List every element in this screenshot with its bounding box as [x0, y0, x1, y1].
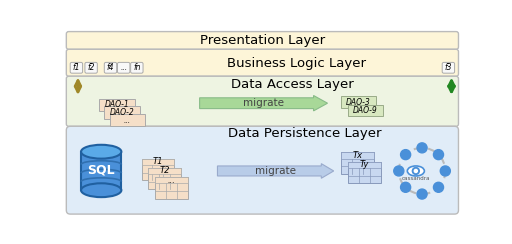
- Text: T2: T2: [160, 166, 170, 175]
- Text: Tx: Tx: [353, 151, 363, 160]
- Text: DAO-3: DAO-3: [346, 98, 371, 107]
- Circle shape: [440, 166, 451, 176]
- Text: fn: fn: [133, 63, 141, 72]
- Text: Ty: Ty: [360, 160, 369, 169]
- Bar: [148, 168, 181, 174]
- Bar: [342, 96, 376, 108]
- Bar: [156, 177, 188, 183]
- Ellipse shape: [81, 183, 121, 197]
- Bar: [349, 162, 381, 168]
- Bar: [141, 159, 174, 180]
- Bar: [342, 152, 374, 159]
- FancyBboxPatch shape: [131, 62, 143, 73]
- Text: DAO-2: DAO-2: [110, 108, 135, 117]
- Bar: [348, 105, 382, 116]
- Text: DAO-1: DAO-1: [104, 100, 129, 109]
- FancyBboxPatch shape: [442, 62, 455, 73]
- Text: Business Logic Layer: Business Logic Layer: [227, 57, 366, 70]
- FancyBboxPatch shape: [85, 62, 97, 73]
- Bar: [148, 168, 181, 189]
- Bar: [104, 106, 140, 119]
- Circle shape: [400, 182, 411, 192]
- FancyBboxPatch shape: [67, 76, 458, 126]
- FancyBboxPatch shape: [117, 62, 130, 73]
- Bar: [156, 177, 188, 199]
- Bar: [110, 114, 145, 126]
- Text: Data Access Layer: Data Access Layer: [231, 78, 354, 91]
- Circle shape: [434, 182, 443, 192]
- Bar: [99, 99, 135, 111]
- Circle shape: [417, 189, 427, 199]
- Text: T1: T1: [153, 157, 163, 166]
- Ellipse shape: [81, 145, 121, 159]
- Circle shape: [400, 150, 411, 160]
- Text: ...: ...: [120, 63, 127, 72]
- Text: f1: f1: [73, 63, 80, 72]
- Text: Data Persistence Layer: Data Persistence Layer: [227, 128, 381, 141]
- Text: Presentation Layer: Presentation Layer: [200, 34, 325, 47]
- Text: f4: f4: [106, 63, 114, 72]
- Bar: [349, 162, 381, 183]
- Text: ...: ...: [168, 176, 176, 185]
- Circle shape: [414, 169, 417, 173]
- Circle shape: [434, 150, 443, 160]
- Bar: [81, 152, 121, 190]
- FancyBboxPatch shape: [67, 126, 458, 214]
- Bar: [342, 152, 374, 174]
- Circle shape: [417, 143, 427, 153]
- FancyBboxPatch shape: [67, 49, 458, 76]
- FancyBboxPatch shape: [67, 31, 458, 49]
- Text: migrate: migrate: [243, 98, 285, 108]
- Text: SQL: SQL: [88, 164, 115, 177]
- Text: cassandra: cassandra: [401, 176, 430, 181]
- Text: f2: f2: [88, 63, 95, 72]
- Bar: [141, 159, 174, 165]
- Text: DAO-9: DAO-9: [352, 106, 377, 115]
- Text: f3: f3: [444, 63, 452, 72]
- FancyArrow shape: [200, 95, 328, 111]
- FancyBboxPatch shape: [70, 62, 82, 73]
- Circle shape: [394, 166, 404, 176]
- Text: ...: ...: [124, 116, 131, 125]
- Circle shape: [412, 167, 419, 174]
- FancyBboxPatch shape: [104, 62, 117, 73]
- FancyArrow shape: [218, 164, 334, 178]
- Ellipse shape: [408, 166, 424, 176]
- Text: migrate: migrate: [255, 166, 296, 176]
